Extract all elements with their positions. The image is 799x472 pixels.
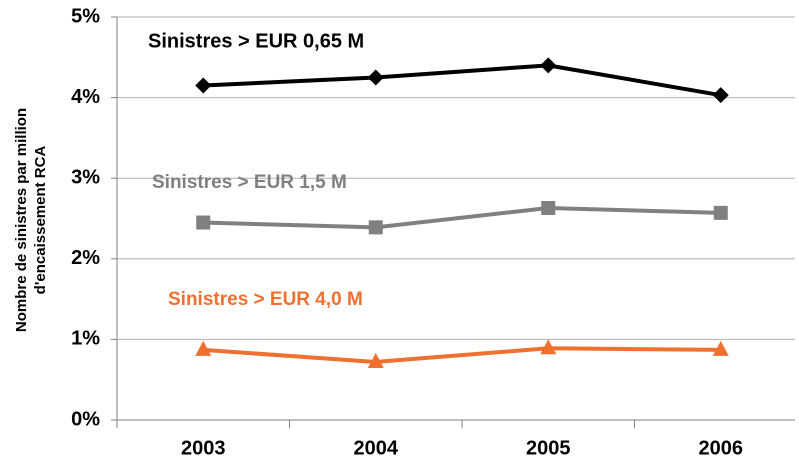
- marker: [540, 57, 557, 74]
- series-label: Sinistres > EUR 1,5 M: [152, 172, 347, 193]
- marker: [368, 220, 383, 235]
- series-label: Sinistres > EUR 0,65 M: [148, 30, 364, 52]
- marker: [541, 201, 556, 216]
- line: [203, 346, 721, 364]
- y-axis-label-line: d'encaissement RCA: [32, 146, 49, 295]
- y-tick-label: 1%: [71, 328, 100, 350]
- line: [203, 206, 721, 230]
- marker: [195, 77, 212, 94]
- x-tick-label: 2005: [526, 437, 571, 459]
- marker: [712, 340, 729, 356]
- marker: [195, 340, 212, 356]
- y-tick-label: 3%: [71, 166, 100, 188]
- y-tick-label: 5%: [71, 5, 100, 27]
- y-axis-label: Nombre de sinistres par million d'encaiss…: [13, 108, 49, 332]
- x-tick-label: 2006: [699, 437, 744, 459]
- marker: [367, 69, 384, 86]
- y-tick-label: 4%: [71, 86, 100, 108]
- series-label: Sinistres > EUR 4,0 M: [168, 289, 363, 310]
- line: [203, 63, 722, 98]
- x-tick-label: 2004: [354, 437, 399, 459]
- marker: [713, 205, 728, 220]
- y-axis-label-line: Nombre de sinistres par million: [13, 108, 30, 332]
- marker: [196, 215, 211, 230]
- marker: [367, 352, 384, 368]
- y-tick-label: 0%: [71, 408, 100, 430]
- y-tick-label: 2%: [71, 247, 100, 269]
- marker: [540, 339, 557, 355]
- marker: [712, 87, 729, 104]
- x-tick-label: 2003: [181, 437, 226, 459]
